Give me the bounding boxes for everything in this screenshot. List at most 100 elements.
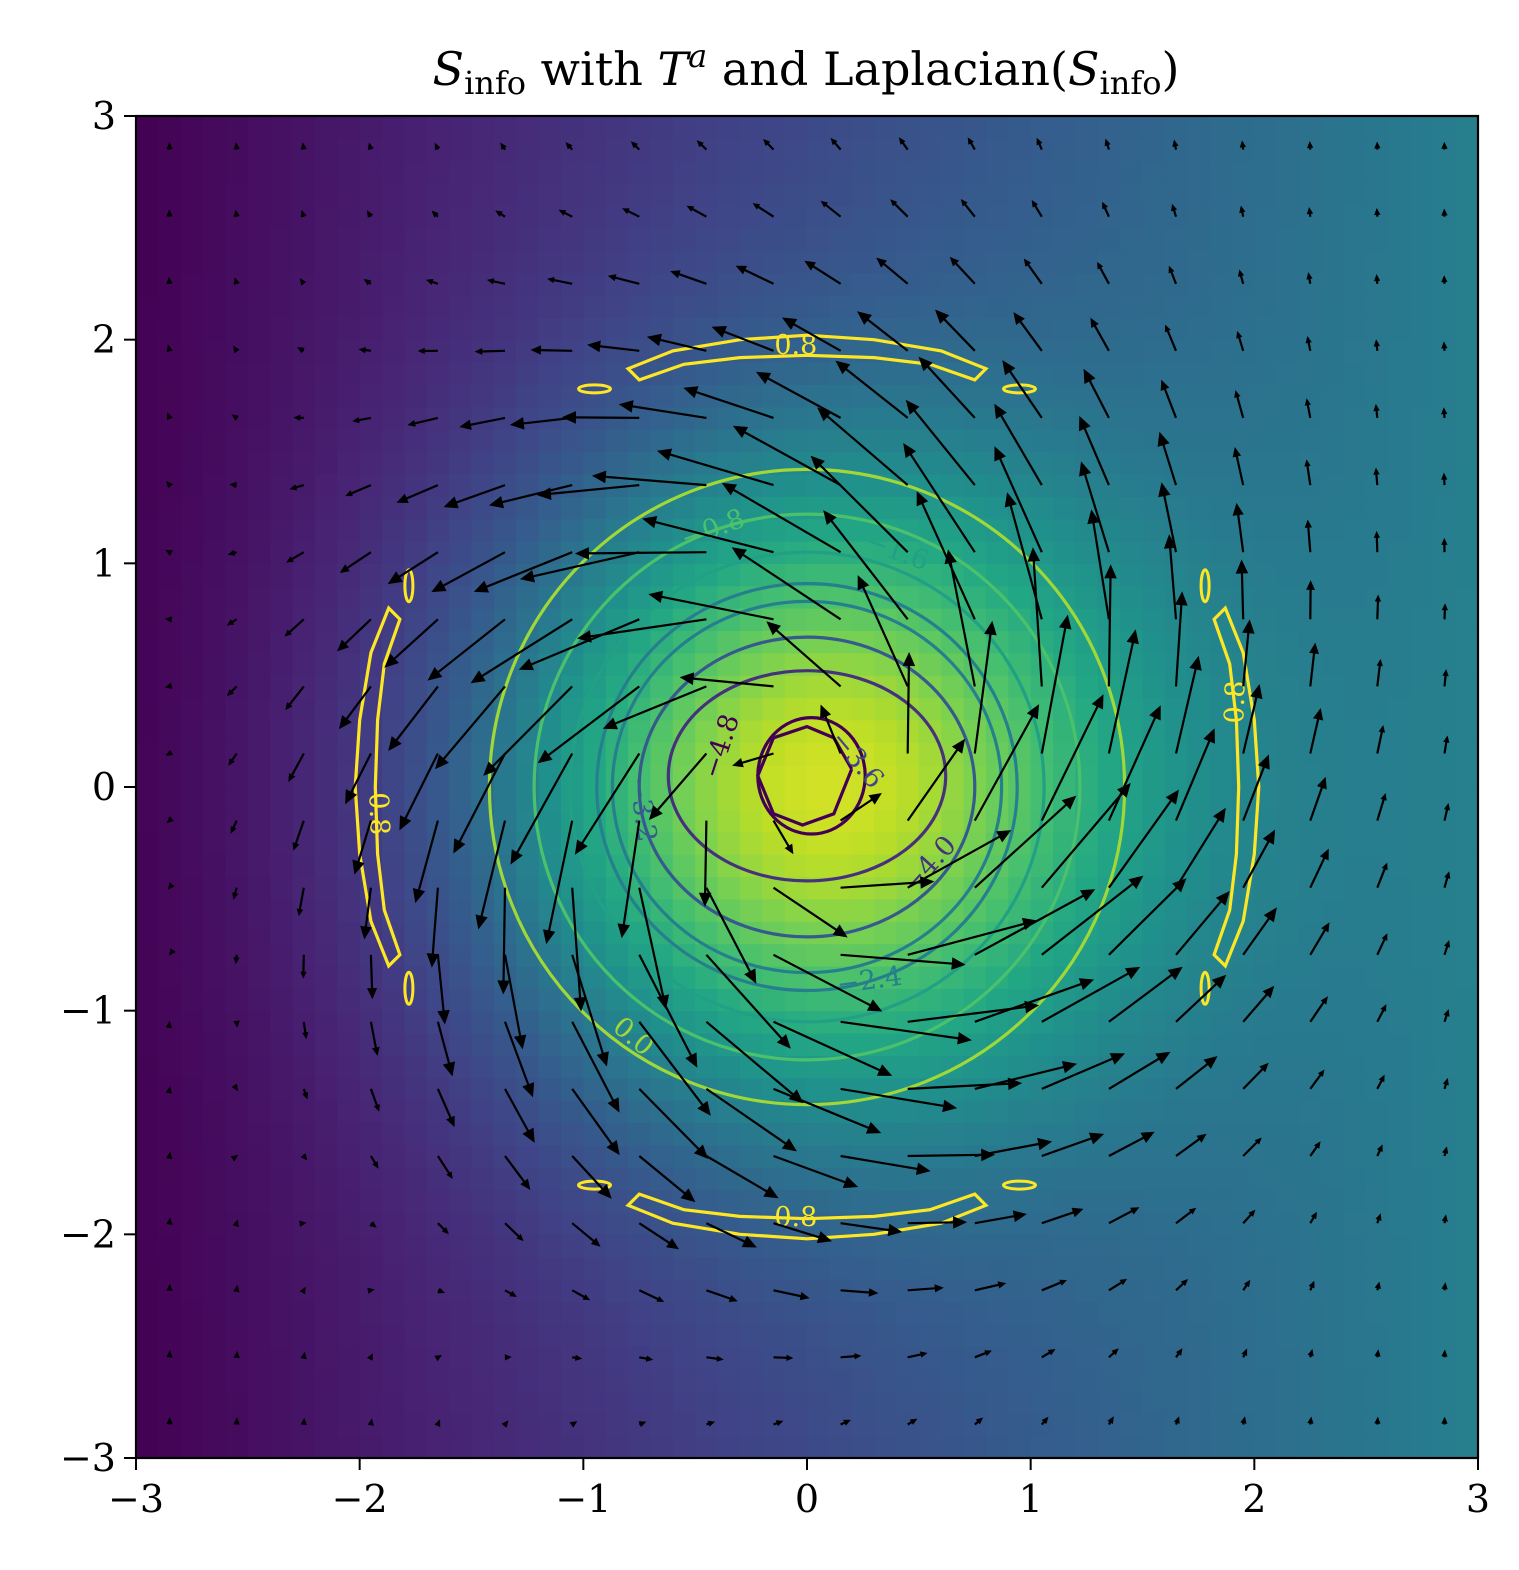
heatmap-cell — [1142, 854, 1166, 878]
heatmap-cell — [963, 116, 987, 139]
vector-arrow-head — [1307, 1416, 1314, 1424]
heatmap-cell — [628, 1390, 652, 1414]
vector-arrow — [412, 820, 439, 904]
heatmap-cell — [493, 1100, 517, 1124]
heatmap-cell — [583, 1413, 607, 1437]
vector-arrow — [1373, 339, 1380, 351]
vector-arrow-shaft — [1162, 492, 1178, 553]
heatmap-cell — [1187, 429, 1211, 453]
heatmap-cell — [180, 518, 204, 542]
heatmap-cell — [1075, 1234, 1099, 1258]
heatmap-cell — [337, 1435, 361, 1459]
heatmap-cell — [918, 652, 942, 676]
heatmap-cell — [382, 160, 405, 184]
heatmap-cell — [985, 1435, 1009, 1459]
vector-arrow — [233, 1020, 240, 1028]
heatmap-cell — [1142, 496, 1166, 520]
heatmap-cell — [1164, 1100, 1188, 1124]
heatmap-cell — [404, 1189, 428, 1213]
heatmap-cell — [1120, 943, 1144, 967]
vector-arrow — [1013, 312, 1043, 352]
heatmap-cell — [807, 764, 830, 788]
heatmap-cell — [247, 921, 271, 945]
heatmap-cell — [1343, 965, 1367, 989]
vector-arrow-head — [1088, 1132, 1105, 1145]
heatmap-cell — [560, 518, 584, 542]
heatmap-cell — [1075, 183, 1099, 207]
vector-arrow-shaft — [1040, 625, 1067, 754]
heatmap-cell — [225, 608, 249, 632]
vector-arrow-shaft — [1376, 1079, 1384, 1090]
heatmap-cell — [807, 1122, 830, 1146]
heatmap-cell — [784, 1390, 808, 1414]
heatmap-cell — [538, 205, 562, 229]
heatmap-cell — [1276, 1167, 1300, 1191]
heatmap-cell — [1030, 518, 1054, 542]
heatmap-cell — [203, 1144, 227, 1168]
heatmap-cell — [650, 1234, 674, 1258]
heatmap-cell — [493, 585, 517, 609]
heatmap-cell — [672, 496, 696, 520]
heatmap-cell — [359, 250, 383, 274]
vector-arrow-head — [1443, 735, 1450, 743]
heatmap-cell — [203, 339, 227, 363]
heatmap-cell — [1209, 496, 1233, 520]
vector-arrow — [510, 752, 574, 865]
heatmap-cell — [560, 697, 584, 721]
heatmap-cell — [180, 339, 204, 363]
heatmap-cell — [1187, 518, 1211, 542]
contour-label: 0.8 — [774, 330, 817, 361]
heatmap-cell — [1276, 1390, 1300, 1414]
heatmap-cell — [1388, 719, 1412, 743]
vector-arrow-shaft — [547, 484, 640, 496]
heatmap-cell — [1053, 429, 1076, 453]
heatmap-cell — [404, 608, 428, 632]
heatmap-cell — [1388, 227, 1412, 251]
heatmap-cell — [404, 317, 428, 341]
heatmap-cell — [382, 1256, 405, 1280]
vector-arrow — [504, 1289, 517, 1297]
heatmap-cell — [1410, 339, 1434, 363]
heatmap-cell — [1366, 1435, 1390, 1459]
heatmap-cell — [1008, 339, 1032, 363]
heatmap-cell — [292, 250, 316, 274]
heatmap-cell — [1433, 1189, 1457, 1213]
heatmap-cell — [985, 227, 1009, 251]
heatmap-cell — [426, 1100, 450, 1124]
heatmap-cell — [359, 540, 383, 564]
heatmap-cell — [807, 183, 830, 207]
heatmap-cell — [1433, 1323, 1457, 1347]
heatmap-cell — [1299, 719, 1323, 743]
heatmap-cell — [404, 518, 428, 542]
heatmap-cell — [404, 205, 428, 229]
heatmap-cell — [1321, 898, 1345, 922]
heatmap-cell — [471, 1122, 495, 1146]
heatmap-cell — [1030, 965, 1054, 989]
vector-arrow-shaft — [579, 752, 641, 846]
heatmap-cell — [136, 294, 159, 318]
heatmap-cell — [1321, 563, 1345, 587]
vector-arrow-shaft — [1309, 716, 1320, 754]
heatmap-cell — [941, 429, 965, 453]
heatmap-cell — [225, 988, 249, 1012]
heatmap-cell — [180, 898, 204, 922]
heatmap-cell — [180, 1167, 204, 1191]
heatmap-cell — [314, 250, 338, 274]
heatmap-cell — [1410, 116, 1434, 139]
heatmap-cell — [270, 831, 294, 855]
vector-arrow-head — [1317, 1069, 1325, 1077]
heatmap-cell — [449, 250, 473, 274]
heatmap-cell — [1142, 719, 1166, 743]
heatmap-cell — [158, 227, 182, 251]
heatmap-cell — [1254, 205, 1278, 229]
vector-arrow — [1079, 415, 1110, 486]
heatmap-cell — [382, 227, 405, 251]
heatmap-cell — [270, 429, 294, 453]
vector-arrow-head — [504, 1354, 512, 1361]
vector-arrow-head — [1165, 789, 1179, 805]
heatmap-cell — [1209, 116, 1233, 139]
heatmap-cell — [270, 809, 294, 833]
heatmap-cell — [918, 183, 942, 207]
vector-arrow — [907, 1216, 968, 1229]
heatmap-cell — [1075, 1010, 1099, 1034]
